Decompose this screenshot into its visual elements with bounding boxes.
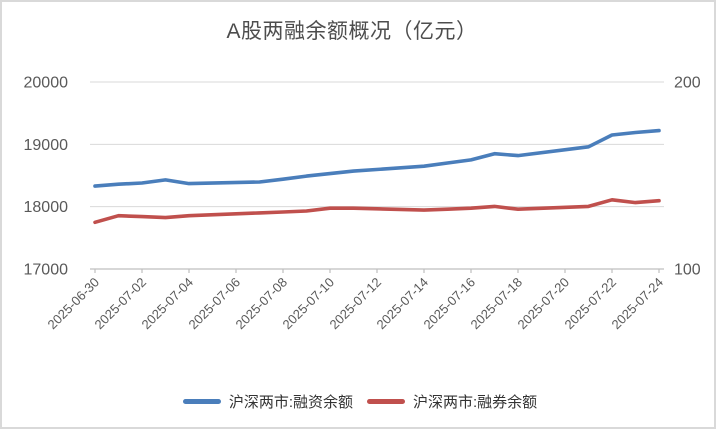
y-axis-label-left: 19000 — [24, 137, 69, 154]
y-axis-label-left: 18000 — [24, 199, 69, 216]
y-axis-label-left: 17000 — [24, 262, 69, 279]
legend-label: 沪深两市:融资余额 — [228, 394, 353, 411]
y-axis-label-right: 100 — [674, 262, 701, 279]
legend-label: 沪深两市:融券余额 — [413, 394, 538, 411]
legend-line-swatch — [182, 399, 221, 404]
legend-item-securities-lending-balance[interactable]: 沪深两市:融券余额 — [367, 391, 537, 412]
legend-item-financing-balance[interactable]: 沪深两市:融资余额 — [182, 391, 353, 412]
y-axis-label-right: 200 — [674, 75, 701, 92]
y-axis-label-left: 20000 — [24, 75, 69, 92]
legend-line-swatch — [367, 399, 405, 404]
series-line-financing-balance — [93, 128, 661, 188]
chart-title: A股两融余额概况（亿元） — [226, 20, 478, 43]
series-line-securities-lending-balance — [93, 198, 661, 225]
chart-legend: 沪深两市:融资余额 沪深两市:融券余额 — [2, 391, 718, 412]
